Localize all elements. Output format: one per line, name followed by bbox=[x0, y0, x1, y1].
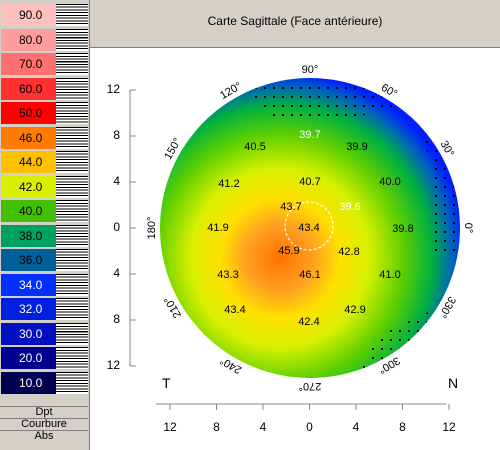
nasal-label: N bbox=[448, 375, 458, 391]
scale-tick-box bbox=[56, 200, 88, 222]
y-tick-label: 12 bbox=[107, 82, 121, 96]
pupil-circle bbox=[284, 201, 334, 251]
scale-tick-box bbox=[56, 347, 88, 369]
curvature-value: 41.9 bbox=[207, 222, 228, 234]
curvature-value: 43.7 bbox=[280, 201, 301, 213]
curvature-value: 40.5 bbox=[244, 141, 265, 153]
scale-swatch: 44.0 bbox=[1, 151, 56, 173]
scale-swatch: 10.0 bbox=[1, 371, 56, 394]
topography-disc bbox=[160, 78, 460, 378]
color-scale: 90.0 80.0 70.0 60.0 50.0 46.0 44.0 42.0 40.0 38.0… bbox=[0, 0, 90, 450]
scale-tick-box bbox=[56, 4, 88, 26]
scale-tick-box bbox=[56, 77, 88, 100]
curvature-value: 46.1 bbox=[299, 269, 320, 281]
scale-tick-box bbox=[56, 151, 88, 173]
y-tick-label: 8 bbox=[113, 312, 120, 326]
curvature-value: 43.3 bbox=[217, 269, 238, 281]
degree-label: 0° bbox=[462, 223, 474, 234]
degree-label: 180° bbox=[146, 217, 158, 240]
scale-tick-box bbox=[56, 249, 88, 271]
scale-swatch: 42.0 bbox=[1, 175, 56, 198]
curvature-value: 43.4 bbox=[224, 304, 245, 316]
x-tick-label: 0 bbox=[306, 420, 313, 434]
degree-label: 90° bbox=[302, 64, 319, 76]
y-tick-label: 12 bbox=[107, 358, 121, 372]
scale-tick-box bbox=[56, 298, 88, 320]
corneal-map: 90°60°30°0°330°300°270°240°210°180°150°1… bbox=[107, 64, 474, 434]
scale-swatch: 36.0 bbox=[1, 249, 56, 271]
x-tick-label: 8 bbox=[399, 420, 406, 434]
curvature-value: 40.7 bbox=[299, 176, 320, 188]
scale-tick-box bbox=[56, 273, 88, 296]
scale-swatch: 40.0 bbox=[1, 200, 56, 222]
x-tick-label: 4 bbox=[353, 420, 360, 434]
scale-swatch: 90.0 bbox=[1, 4, 56, 26]
curvature-value: 42.4 bbox=[298, 316, 319, 328]
curvature-value: 39.6 bbox=[339, 201, 360, 213]
scale-tick-box bbox=[56, 322, 88, 345]
curvature-value: 39.9 bbox=[346, 141, 367, 153]
curvature-value: 39.7 bbox=[299, 129, 320, 141]
x-tick-label: 12 bbox=[442, 420, 456, 434]
scale-swatch: 32.0 bbox=[1, 298, 56, 320]
curvature-value: 42.9 bbox=[344, 304, 365, 316]
x-tick-label: 4 bbox=[260, 420, 267, 434]
curvature-value: 43.4 bbox=[298, 222, 319, 234]
scale-swatch: 50.0 bbox=[1, 102, 56, 124]
scale-swatch: 30.0 bbox=[1, 322, 56, 345]
scale-swatch: 60.0 bbox=[1, 77, 56, 100]
curvature-value: 41.2 bbox=[218, 178, 239, 190]
scale-swatch: 80.0 bbox=[1, 28, 56, 51]
scale-tick-box bbox=[56, 371, 88, 394]
x-tick-label: 8 bbox=[213, 420, 220, 434]
scale-swatch: 34.0 bbox=[1, 273, 56, 296]
scale-unit-label: Courbure bbox=[0, 418, 88, 430]
scale-swatch: 70.0 bbox=[1, 53, 56, 75]
scale-swatch: 46.0 bbox=[1, 126, 56, 149]
y-tick-label: 0 bbox=[113, 220, 120, 234]
scale-tick-box bbox=[56, 126, 88, 149]
map-title: Carte Sagittale (Face antérieure) bbox=[207, 14, 383, 28]
curvature-value: 41.0 bbox=[379, 269, 400, 281]
scale-swatch: 20.0 bbox=[1, 347, 56, 369]
scale-tick-box bbox=[56, 175, 88, 198]
scale-tick-box bbox=[56, 53, 88, 75]
scale-tick-box bbox=[56, 102, 88, 124]
y-tick-label: 4 bbox=[113, 266, 120, 280]
x-tick-label: 12 bbox=[163, 420, 177, 434]
scale-unit-label: Abs bbox=[0, 430, 88, 442]
curvature-value: 39.8 bbox=[392, 223, 413, 235]
curvature-value: 45.9 bbox=[278, 245, 299, 257]
y-tick-label: 4 bbox=[113, 174, 120, 188]
scale-unit-label: Dpt bbox=[0, 406, 88, 418]
scale-tick-box bbox=[56, 224, 88, 247]
degree-label: 270° bbox=[299, 380, 322, 392]
temporal-label: T bbox=[162, 375, 171, 391]
scale-swatch: 38.0 bbox=[1, 224, 56, 247]
title-bar: Carte Sagittale (Face antérieure) bbox=[90, 0, 500, 48]
curvature-value: 42.8 bbox=[338, 246, 359, 258]
scale-tick-box bbox=[56, 28, 88, 51]
curvature-value: 40.0 bbox=[379, 176, 400, 188]
y-tick-label: 8 bbox=[113, 128, 120, 142]
